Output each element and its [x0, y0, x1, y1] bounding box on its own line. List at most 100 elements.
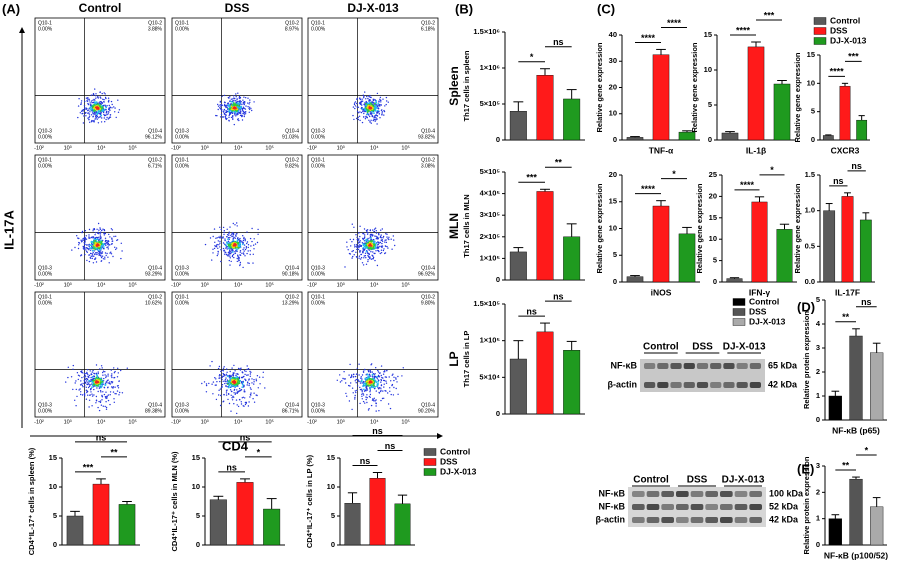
- event-dot: [368, 245, 370, 247]
- event-dot: [376, 390, 377, 391]
- event-dot: [227, 383, 229, 385]
- event-dot: [366, 399, 367, 400]
- event-dot: [388, 237, 389, 238]
- event-dot: [358, 232, 359, 233]
- event-dot: [401, 375, 402, 376]
- event-dot: [78, 379, 79, 380]
- event-dot: [231, 106, 233, 108]
- event-dot: [79, 242, 80, 243]
- event-dot: [235, 244, 237, 246]
- event-dot: [243, 107, 244, 108]
- event-dot: [252, 398, 253, 399]
- event-dot: [367, 111, 369, 113]
- event-dot: [387, 247, 388, 248]
- event-dot: [363, 247, 365, 249]
- event-dot: [232, 251, 234, 253]
- event-dot: [94, 250, 95, 251]
- event-dot: [371, 123, 372, 124]
- band: [684, 382, 695, 388]
- event-dot: [75, 380, 76, 381]
- event-dot: [241, 403, 242, 404]
- significance-label: **: [555, 158, 563, 168]
- event-dot: [98, 255, 99, 256]
- event-dot: [98, 117, 99, 118]
- event-dot: [229, 253, 230, 254]
- bar: [752, 202, 768, 282]
- event-dot: [114, 402, 115, 403]
- event-dot: [115, 236, 116, 237]
- band-size: 52 kDa: [769, 501, 799, 511]
- band: [647, 491, 660, 497]
- event-dot: [209, 365, 210, 366]
- event-dot: [237, 93, 238, 94]
- bar: [727, 279, 743, 282]
- event-dot: [88, 109, 89, 110]
- event-dot: [111, 101, 112, 102]
- event-dot: [111, 244, 112, 245]
- event-dot: [82, 394, 83, 395]
- event-dot: [354, 398, 355, 399]
- event-dot: [388, 102, 389, 103]
- bar: [627, 137, 643, 140]
- gate-percent: 96.12%: [145, 134, 163, 140]
- event-dot: [238, 118, 239, 119]
- event-dot: [245, 240, 246, 241]
- y-tick-label: 10: [609, 223, 617, 232]
- event-dot: [225, 252, 226, 253]
- event-dot: [234, 224, 235, 225]
- event-dot: [386, 97, 387, 98]
- y-tick-label: 0: [496, 135, 500, 144]
- event-dot: [94, 259, 95, 260]
- event-dot: [95, 95, 96, 96]
- event-dot: [222, 105, 223, 106]
- event-dot: [389, 387, 390, 388]
- event-dot: [89, 375, 90, 376]
- event-dot: [103, 105, 104, 106]
- event-dot: [244, 374, 245, 375]
- event-dot: [393, 235, 394, 236]
- event-dot: [248, 263, 249, 264]
- event-dot: [342, 378, 343, 379]
- significance-label: ns: [553, 37, 564, 47]
- event-dot: [114, 107, 115, 108]
- event-dot: [242, 377, 243, 378]
- legend-label: DSS: [830, 25, 848, 35]
- event-dot: [104, 387, 105, 388]
- event-dot: [236, 249, 238, 251]
- event-dot: [114, 111, 115, 112]
- event-dot: [223, 242, 224, 243]
- event-dot: [107, 374, 108, 375]
- event-dot: [246, 253, 247, 254]
- event-dot: [238, 406, 239, 407]
- event-dot: [243, 242, 244, 243]
- event-dot: [99, 410, 100, 411]
- y-axis-label: Th17 cells in spleen: [462, 50, 471, 121]
- event-dot: [90, 391, 91, 392]
- event-dot: [355, 376, 356, 377]
- event-dot: [98, 237, 99, 238]
- event-dot: [100, 237, 101, 238]
- event-dot: [78, 244, 79, 245]
- event-dot: [249, 99, 250, 100]
- event-dot: [361, 257, 362, 258]
- event-dot: [238, 368, 239, 369]
- event-dot: [229, 250, 230, 251]
- event-dot: [350, 245, 351, 246]
- event-dot: [93, 256, 94, 257]
- event-dot: [224, 95, 225, 96]
- y-tick-label: 15: [807, 50, 815, 59]
- y-tick-label: 1.5×10⁵: [473, 299, 500, 308]
- event-dot: [116, 117, 117, 118]
- event-dot: [223, 232, 224, 233]
- y-tick-label: 15: [192, 453, 200, 462]
- event-dot: [91, 237, 92, 238]
- event-dot: [78, 238, 79, 239]
- event-dot: [351, 257, 352, 258]
- event-dot: [88, 234, 89, 235]
- event-dot: [107, 387, 108, 388]
- y-tick-label: 20: [609, 82, 617, 91]
- event-dot: [247, 262, 248, 263]
- event-dot: [229, 237, 230, 238]
- flow-plot: Q10-10.00%Q10-213.29%Q10-30.00%Q10-486.7…: [171, 292, 302, 425]
